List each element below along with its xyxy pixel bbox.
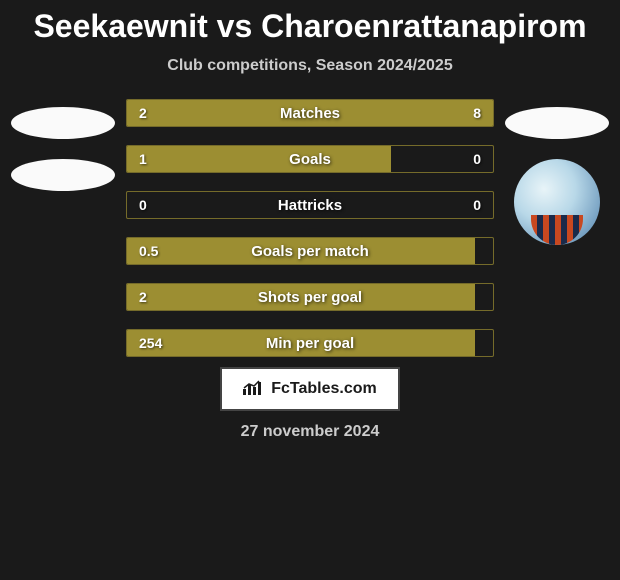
- stat-value-right: 0: [473, 151, 481, 167]
- stat-bar: 1 0 Goals: [126, 145, 494, 173]
- stat-value-left: 1: [139, 151, 147, 167]
- player-left-silhouette-2: [11, 159, 115, 191]
- stat-label: Shots per goal: [258, 289, 362, 306]
- stat-value-right: 8: [473, 105, 481, 121]
- club-badge: [514, 159, 600, 245]
- left-avatar-column: [8, 99, 118, 191]
- stat-bar: 254 Min per goal: [126, 329, 494, 357]
- stat-bar: 2 Shots per goal: [126, 283, 494, 311]
- stat-bar: 0 0 Hattricks: [126, 191, 494, 219]
- stat-value-left: 2: [139, 289, 147, 305]
- brand-name: FcTables.com: [271, 380, 377, 398]
- main-content: 2 8 Matches 1 0 Goals 0 0 Hattricks 0.5 Goals per …: [0, 99, 620, 357]
- chart-icon: [243, 379, 265, 400]
- stat-bar: 0.5 Goals per match: [126, 237, 494, 265]
- stat-value-left: 0.5: [139, 243, 158, 259]
- player-left-silhouette-1: [11, 107, 115, 139]
- right-avatar-column: [502, 99, 612, 245]
- stat-bar: 2 8 Matches: [126, 99, 494, 127]
- stat-value-left: 0: [139, 197, 147, 213]
- stat-label: Min per goal: [266, 335, 354, 352]
- bar-fill-left: [127, 146, 391, 172]
- stat-bars-column: 2 8 Matches 1 0 Goals 0 0 Hattricks 0.5 Goals per …: [118, 99, 502, 357]
- stat-value-left: 254: [139, 335, 162, 351]
- stat-label: Hattricks: [278, 197, 342, 214]
- stat-label: Goals per match: [251, 243, 369, 260]
- brand-badge: FcTables.com: [220, 367, 400, 411]
- stat-label: Matches: [280, 105, 340, 122]
- page-subtitle: Club competitions, Season 2024/2025: [0, 57, 620, 75]
- stat-label: Goals: [289, 151, 331, 168]
- page-title: Seekaewnit vs Charoenrattanapirom: [0, 8, 620, 45]
- stat-value-right: 0: [473, 197, 481, 213]
- stat-value-left: 2: [139, 105, 147, 121]
- footer-date: 27 november 2024: [0, 423, 620, 441]
- root: Seekaewnit vs Charoenrattanapirom Club c…: [0, 0, 620, 580]
- player-right-silhouette-1: [505, 107, 609, 139]
- bar-fill-right: [200, 100, 493, 126]
- bar-fill-left: [127, 100, 200, 126]
